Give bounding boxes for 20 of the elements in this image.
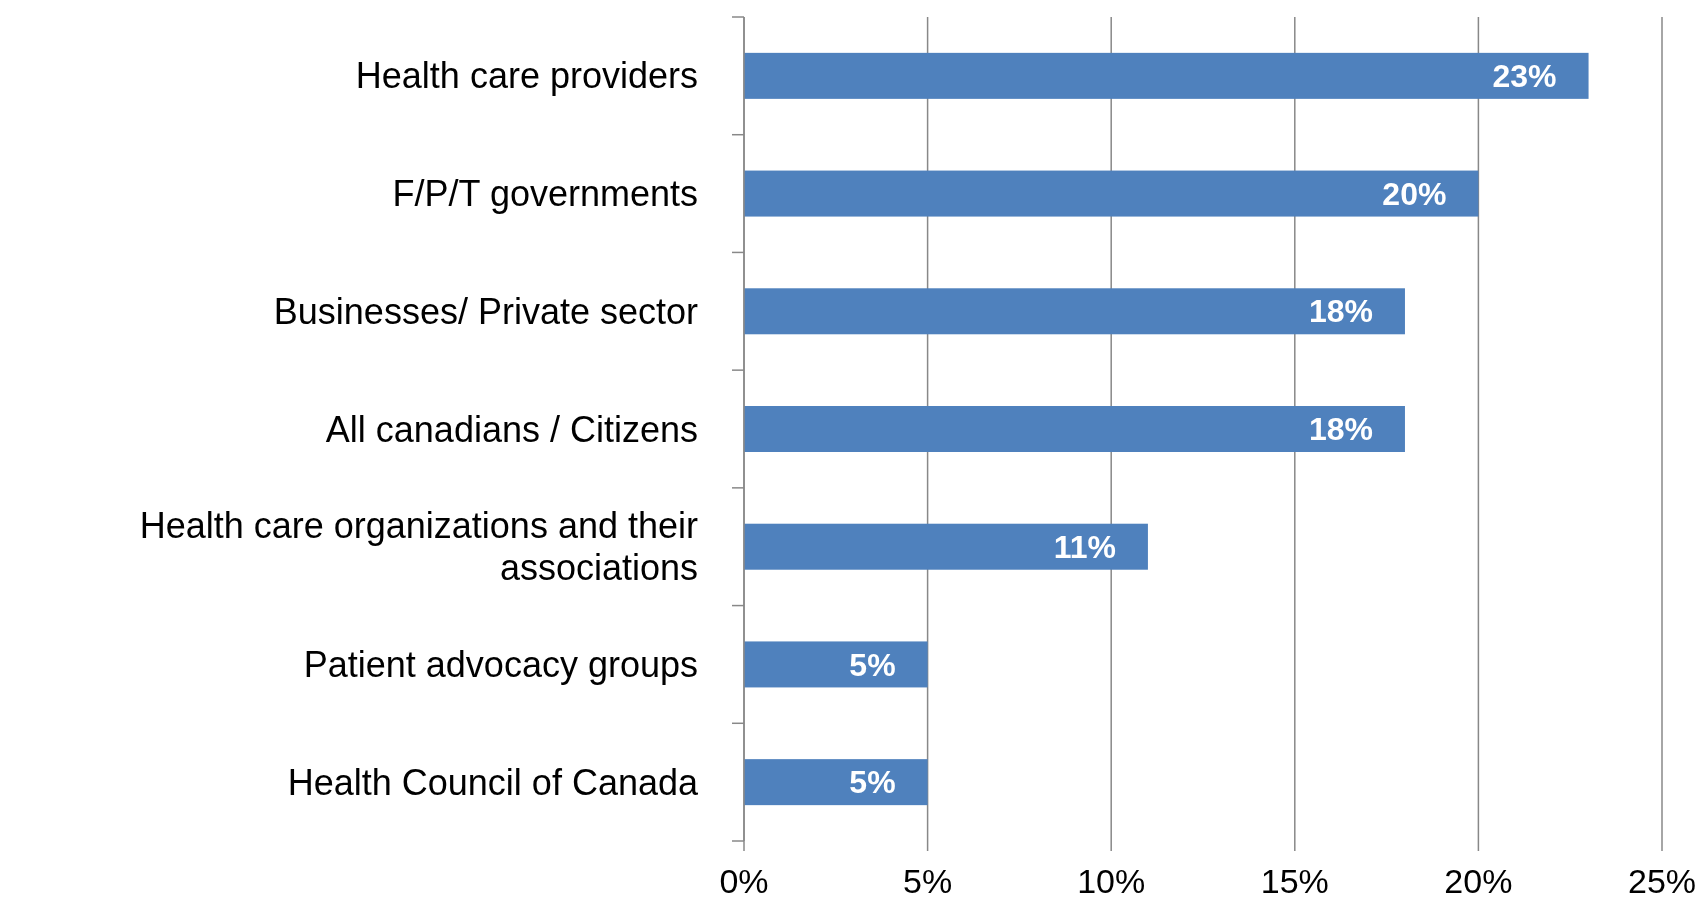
data-label: 23% bbox=[1492, 58, 1557, 95]
data-label: 5% bbox=[849, 764, 896, 801]
y-tick-label: All canadians / Citizens bbox=[325, 408, 698, 450]
data-label: 11% bbox=[1053, 528, 1116, 565]
data-label: 18% bbox=[1308, 293, 1373, 330]
data-label: 5% bbox=[849, 646, 896, 683]
x-tick-label: 0% bbox=[719, 862, 769, 900]
data-label: 18% bbox=[1308, 411, 1373, 448]
y-tick-label: Patient advocacy groups bbox=[303, 644, 698, 686]
y-tick-label: F/P/T governments bbox=[392, 173, 698, 215]
y-tick-label: Health care providers bbox=[355, 55, 698, 97]
x-tick-label: 15% bbox=[1260, 862, 1329, 900]
x-tick-label: 25% bbox=[1627, 862, 1697, 900]
data-label: 20% bbox=[1382, 175, 1447, 212]
x-tick-label: 20% bbox=[1444, 862, 1513, 900]
y-tick-label: Health Council of Canada bbox=[287, 761, 699, 803]
y-tick-label: Businesses/ Private sector bbox=[273, 290, 698, 332]
x-tick-label: 5% bbox=[903, 862, 953, 900]
x-tick-label: 10% bbox=[1077, 862, 1146, 900]
y-tick-label: Health care organizations and their associations bbox=[139, 505, 698, 589]
